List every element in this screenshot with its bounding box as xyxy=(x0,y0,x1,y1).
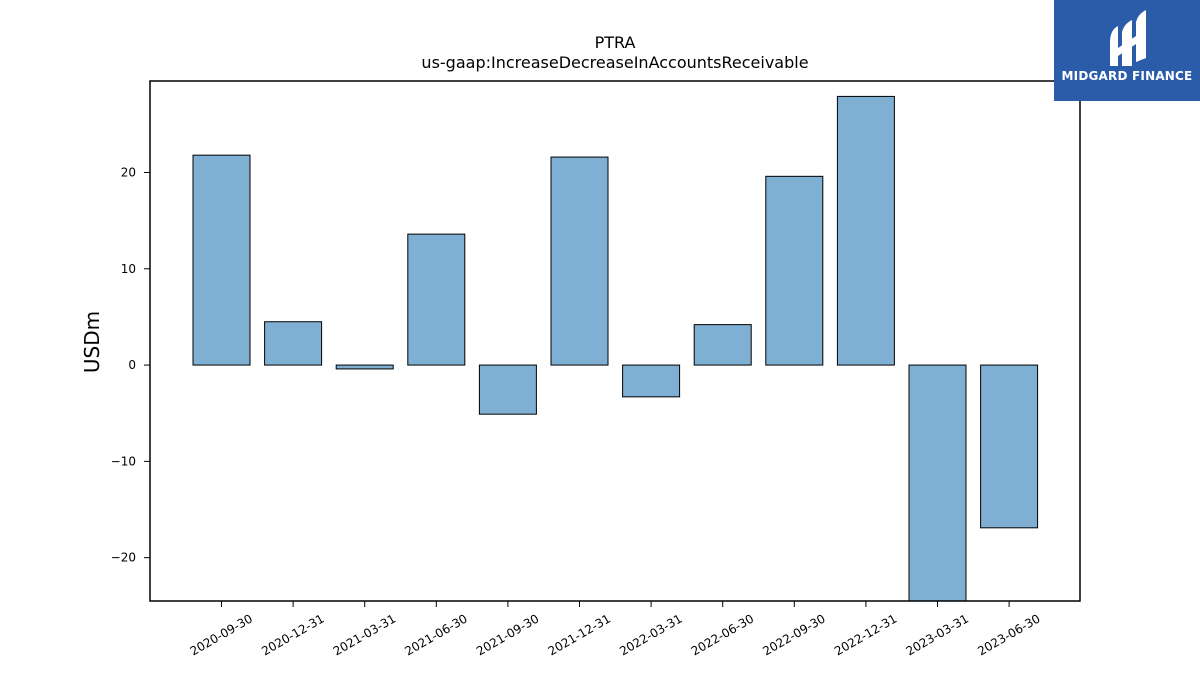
chart-title: PTRA xyxy=(595,33,636,52)
bar-2020-09-30 xyxy=(192,154,251,366)
y-axis-ticks: −20 −10 0 10 20 xyxy=(111,165,150,565)
x-tick-label: 2021-09-30 xyxy=(474,611,541,658)
x-tick-label: 2021-12-31 xyxy=(546,611,613,658)
bar-2020-12-31 xyxy=(264,321,323,366)
x-tick-label: 2020-09-30 xyxy=(188,611,255,658)
y-tick-label: −10 xyxy=(111,454,136,468)
bar-2023-06-30 xyxy=(980,364,1039,529)
x-tick-label: 2020-12-31 xyxy=(259,611,326,658)
logo-mark-icon xyxy=(1110,10,1146,66)
brand-logo: MIDGARD FINANCE xyxy=(1054,0,1200,101)
bar-2022-12-31 xyxy=(836,95,895,366)
x-tick-label: 2021-03-31 xyxy=(331,611,398,658)
bar-2021-12-31 xyxy=(550,156,609,366)
plot-frame xyxy=(149,80,1081,602)
bar-2023-03-31 xyxy=(908,364,967,602)
bar-2021-09-30 xyxy=(478,364,537,415)
x-axis-ticks: 2020-09-30 2020-12-31 2021-03-31 2021-06-30… xyxy=(188,601,1043,658)
bar-2022-06-30 xyxy=(693,324,752,366)
x-tick-label: 2022-09-30 xyxy=(760,611,827,658)
bars-group xyxy=(192,95,1039,602)
y-tick-label: 10 xyxy=(121,262,136,276)
x-tick-label: 2022-03-31 xyxy=(617,611,684,658)
bar-2022-09-30 xyxy=(765,175,824,366)
bar-2021-03-31 xyxy=(335,364,394,370)
bar-2022-03-31 xyxy=(622,364,681,398)
bar-2021-06-30 xyxy=(407,233,466,366)
y-axis-label: USDm xyxy=(80,311,104,373)
x-tick-label: 2022-06-30 xyxy=(689,611,756,658)
x-tick-label: 2021-06-30 xyxy=(402,611,469,658)
x-tick-label: 2023-03-31 xyxy=(904,611,971,658)
chart-subtitle: us-gaap:IncreaseDecreaseInAccountsReceiv… xyxy=(421,53,808,72)
logo-text: MIDGARD FINANCE xyxy=(1061,69,1193,83)
y-tick-label: 0 xyxy=(128,358,136,372)
x-tick-label: 2022-12-31 xyxy=(832,611,899,658)
y-tick-label: −20 xyxy=(111,551,136,565)
y-tick-label: 20 xyxy=(121,165,136,179)
x-tick-label: 2023-06-30 xyxy=(975,611,1042,658)
